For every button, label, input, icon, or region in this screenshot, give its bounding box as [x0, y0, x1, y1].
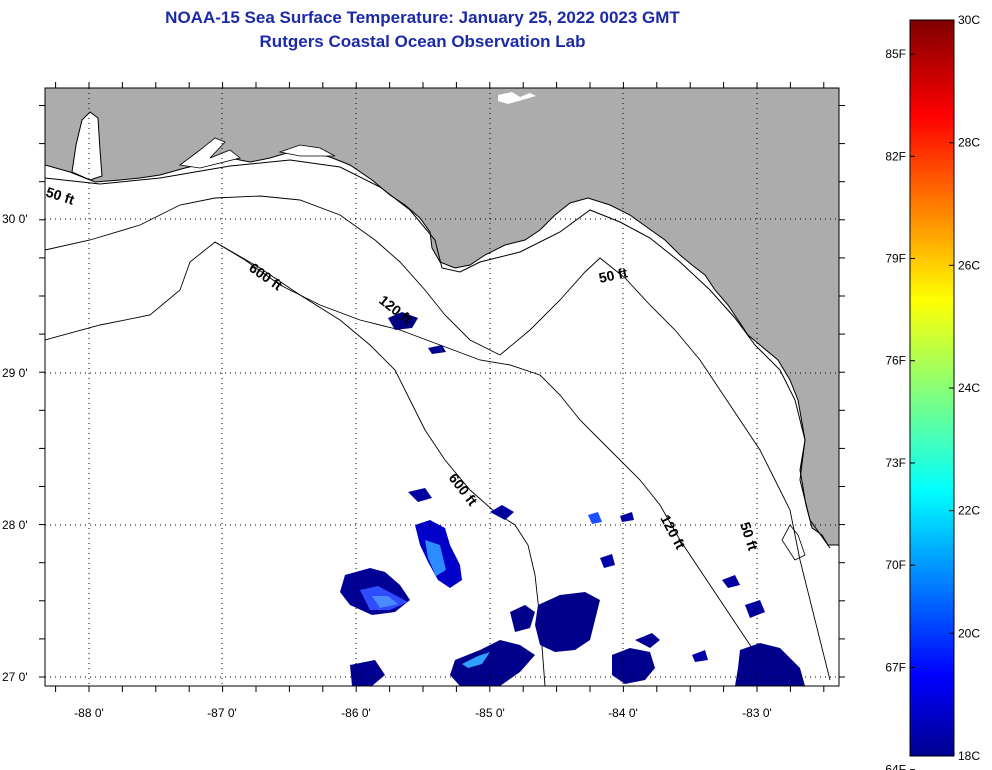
lon-label: -84 0' [608, 706, 638, 720]
lat-label: 30 0' [2, 212, 28, 226]
colorbar-fahrenheit-label: 67F [885, 660, 906, 674]
colorbar-celsius-label: 20C [958, 626, 980, 640]
bay [781, 524, 806, 561]
colorbar-celsius-label: 18C [958, 749, 980, 763]
colorbar-fahrenheit-label: 85F [885, 47, 906, 61]
colorbar-gradient [909, 19, 955, 757]
map-title: NOAA-15 Sea Surface Temperature: January… [165, 8, 680, 27]
colorbar-celsius-label: 22C [958, 504, 980, 518]
contour-label-50ft-north: 50 ft [597, 264, 629, 286]
colorbar-fahrenheit-label: 70F [885, 558, 906, 572]
lon-label: -85 0' [475, 706, 505, 720]
temperature-colorbar: 85F 82F 79F 76F 73F 70F 67F 64F 30C 28C 26C 24C 22C… [885, 13, 980, 770]
lon-label: -83 0' [742, 706, 772, 720]
bay [278, 144, 336, 157]
colorbar-celsius-label: 30C [958, 13, 980, 27]
colorbar-celsius-label: 28C [958, 136, 980, 150]
colorbar-celsius-label: 24C [958, 381, 980, 395]
latitude-labels: 30 0' 29 0' 28 0' 27 0' [2, 212, 28, 684]
mobile-bay [71, 111, 103, 181]
lat-label: 27 0' [2, 670, 28, 684]
colorbar-fahrenheit-label: 73F [885, 456, 906, 470]
bay [178, 137, 241, 169]
contour-120ft [45, 241, 781, 686]
lon-label: -87 0' [207, 706, 237, 720]
map-frame [44, 87, 840, 687]
lat-label: 28 0' [2, 518, 28, 532]
map-subtitle: Rutgers Coastal Ocean Observation Lab [259, 32, 586, 51]
axis-ticks [39, 82, 845, 692]
colorbar-celsius-label: 26C [958, 258, 980, 272]
lake [498, 92, 536, 104]
coastline [45, 159, 831, 549]
colorbar-fahrenheit-label: 64F [885, 763, 906, 770]
contour-50ft [45, 195, 831, 681]
lon-label: -86 0' [341, 706, 371, 720]
colorbar-fahrenheit-label: 82F [885, 149, 906, 163]
lon-label: -88 0' [74, 706, 104, 720]
lat-label: 29 0' [2, 366, 28, 380]
contour-600ft [214, 241, 546, 686]
colorbar-fahrenheit-label: 79F [885, 252, 906, 266]
colorbar-fahrenheit-label: 76F [885, 354, 906, 368]
sst-data-patches [340, 312, 805, 686]
longitude-labels: -88 0' -87 0' -86 0' -85 0' -84 0' -83 0… [74, 706, 772, 720]
